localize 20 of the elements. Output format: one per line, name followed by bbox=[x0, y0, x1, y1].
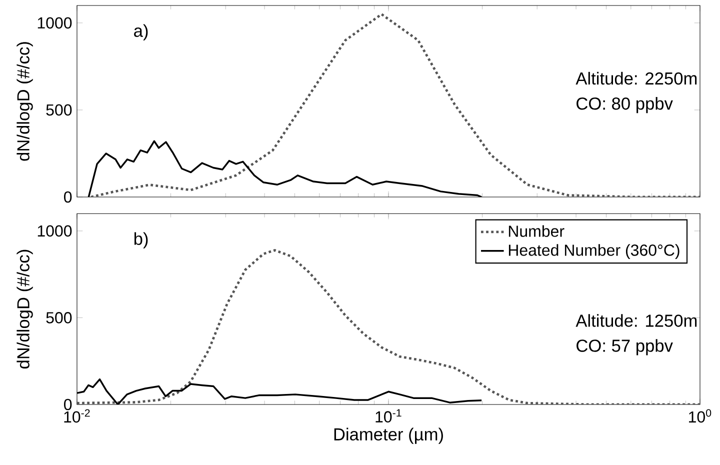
annotation: CO: 80 ppbv bbox=[576, 96, 673, 114]
y-tick-label: 0 bbox=[64, 398, 72, 410]
y-tick-label: 0 bbox=[64, 191, 72, 203]
y-tick-label: 500 bbox=[46, 312, 72, 324]
annotation: CO: 57 ppbv bbox=[576, 339, 673, 356]
x-tick-label: 10$^{-2}$ bbox=[64, 409, 90, 423]
y-axis-title: dN/dlogD (#/cc) bbox=[16, 42, 33, 161]
y-tick-label: 1000 bbox=[38, 225, 72, 237]
x-tick-label: 10$^{-1}$ bbox=[376, 409, 402, 422]
annotation: Altitude: 2250m bbox=[576, 72, 697, 85]
annotation: b) bbox=[134, 232, 148, 248]
annotation: Altitude: 1250m bbox=[576, 314, 697, 327]
y-tick-label: 1000 bbox=[38, 17, 72, 29]
x-tick-label: 10$^{0}$ bbox=[689, 409, 712, 423]
legend-label: Number bbox=[508, 225, 564, 237]
y-axis-title: dN/dlogD (#/cc) bbox=[16, 250, 33, 369]
legend-label: Heated Number (360°C) bbox=[508, 244, 680, 260]
x-axis-title: Diameter (µm) bbox=[334, 428, 443, 444]
annotation: a) bbox=[134, 24, 148, 40]
y-tick-label: 500 bbox=[46, 104, 72, 116]
